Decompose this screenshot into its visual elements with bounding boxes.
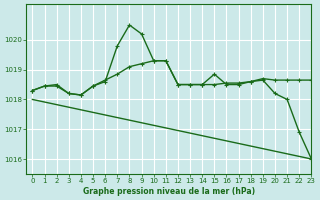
X-axis label: Graphe pression niveau de la mer (hPa): Graphe pression niveau de la mer (hPa) bbox=[83, 187, 255, 196]
